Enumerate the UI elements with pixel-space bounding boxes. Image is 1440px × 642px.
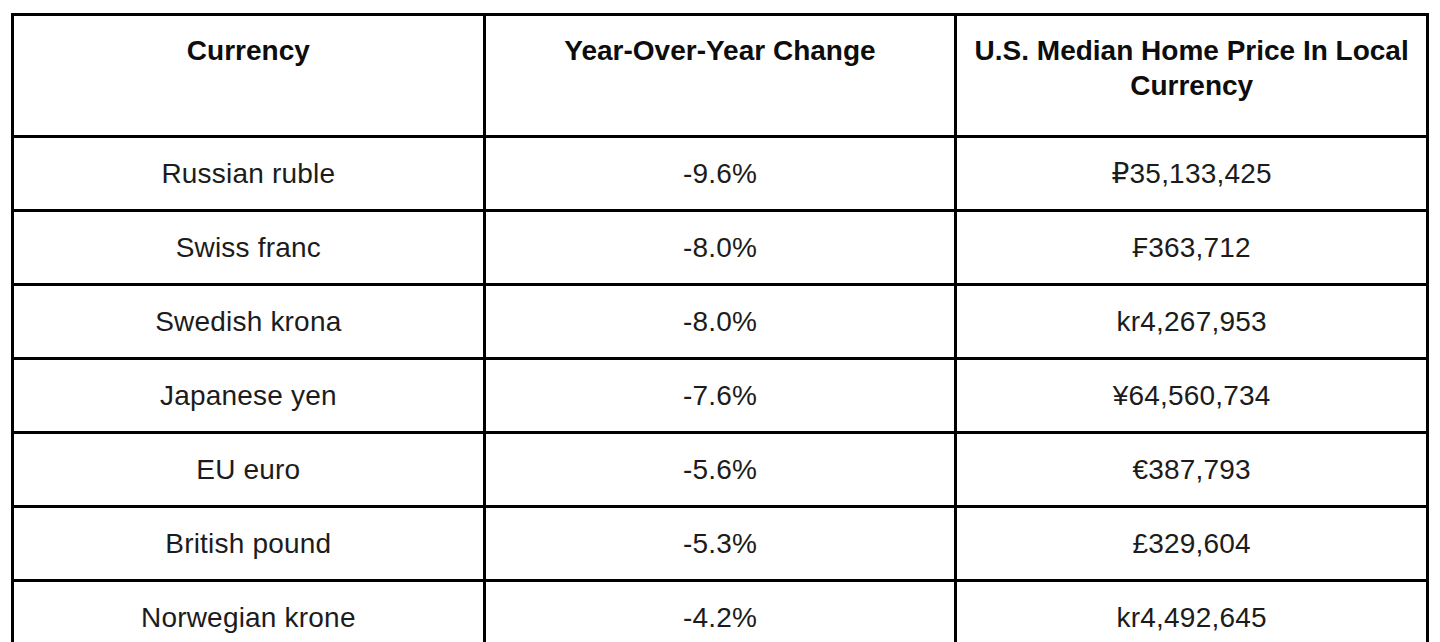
table-row: British pound-5.3%£329,604 — [13, 507, 1428, 581]
local-price-cell: ₣363,712 — [956, 211, 1428, 285]
local-price-cell: kr4,492,645 — [956, 581, 1428, 642]
yoy-change-cell: -7.6% — [484, 359, 956, 433]
header-label-yoy-change: Year-Over-Year Change — [564, 33, 875, 68]
yoy-change-cell: -4.2% — [484, 581, 956, 642]
table-row: EU euro-5.6%€387,793 — [13, 433, 1428, 507]
table-row: Swiss franc-8.0%₣363,712 — [13, 211, 1428, 285]
yoy-change-cell: -5.3% — [484, 507, 956, 581]
table-row: Norwegian krone-4.2%kr4,492,645 — [13, 581, 1428, 642]
table-body: Russian ruble-9.6%₽35,133,425Swiss franc… — [13, 137, 1428, 642]
yoy-change-cell: -8.0% — [484, 285, 956, 359]
local-price-cell: £329,604 — [956, 507, 1428, 581]
currency-cell: EU euro — [13, 433, 485, 507]
header-label-local-price: U.S. Median Home Price In Local Currency — [967, 33, 1417, 103]
table-row: Japanese yen-7.6%¥64,560,734 — [13, 359, 1428, 433]
header-label-currency: Currency — [187, 33, 310, 68]
header-cell-currency: Currency — [13, 15, 485, 137]
table-row: Russian ruble-9.6%₽35,133,425 — [13, 137, 1428, 211]
local-price-cell: kr4,267,953 — [956, 285, 1428, 359]
currency-cell: Swedish krona — [13, 285, 485, 359]
header-row: Currency Year-Over-Year Change U.S. Medi… — [13, 15, 1428, 137]
currency-cell: Norwegian krone — [13, 581, 485, 642]
table-header: Currency Year-Over-Year Change U.S. Medi… — [13, 15, 1428, 137]
local-price-cell: €387,793 — [956, 433, 1428, 507]
currency-home-price-table-container: Currency Year-Over-Year Change U.S. Medi… — [11, 13, 1429, 642]
header-cell-yoy-change: Year-Over-Year Change — [484, 15, 956, 137]
table-row: Swedish krona-8.0%kr4,267,953 — [13, 285, 1428, 359]
local-price-cell: ¥64,560,734 — [956, 359, 1428, 433]
yoy-change-cell: -8.0% — [484, 211, 956, 285]
local-price-cell: ₽35,133,425 — [956, 137, 1428, 211]
yoy-change-cell: -5.6% — [484, 433, 956, 507]
currency-cell: Japanese yen — [13, 359, 485, 433]
currency-home-price-table: Currency Year-Over-Year Change U.S. Medi… — [11, 13, 1429, 642]
header-cell-local-price: U.S. Median Home Price In Local Currency — [956, 15, 1428, 137]
currency-cell: Russian ruble — [13, 137, 485, 211]
currency-cell: Swiss franc — [13, 211, 485, 285]
currency-cell: British pound — [13, 507, 485, 581]
yoy-change-cell: -9.6% — [484, 137, 956, 211]
